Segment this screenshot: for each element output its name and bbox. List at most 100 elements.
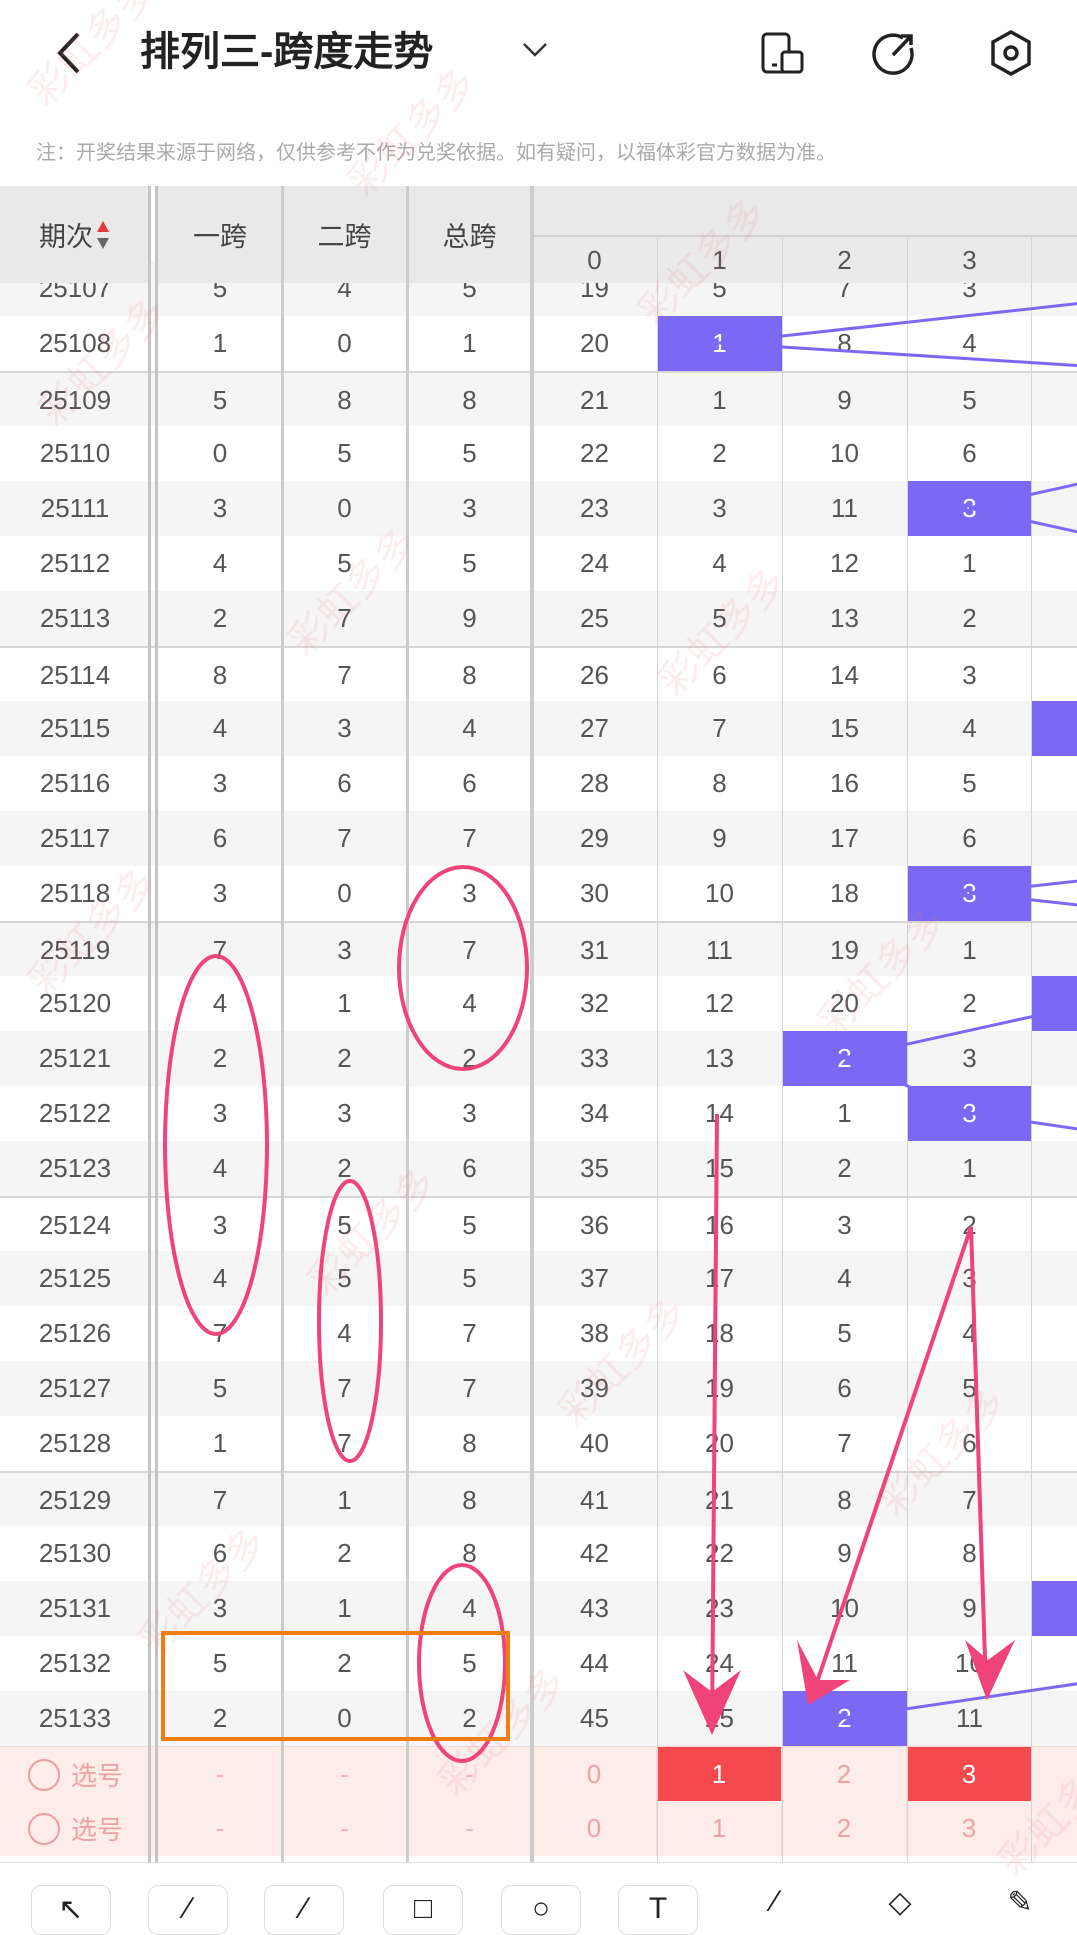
title-dropdown-button[interactable] (520, 34, 550, 64)
digit-cell: 16 (705, 1210, 734, 1240)
digit-cell: 2 (782, 1691, 907, 1746)
digit-cell: 2 (712, 438, 727, 468)
table-row[interactable]: 25126 7 4 7 38 18 5 4 (0, 1306, 1077, 1361)
eraser-tool-button[interactable]: ◇ (870, 1885, 930, 1925)
period-header[interactable]: 期次 (0, 186, 150, 283)
layout-button[interactable] (760, 30, 806, 76)
digit-cell: 22 (705, 1538, 734, 1568)
select-digit[interactable]: 0 (532, 1801, 657, 1856)
digit-cell: 4 (712, 548, 727, 578)
span2-cell: 1 (337, 988, 352, 1018)
line-tool-button[interactable]: ∕ (148, 1885, 228, 1935)
total-span-cell: 3 (462, 1098, 477, 1128)
select-label[interactable]: 选号 (0, 1801, 150, 1856)
curve-tool-button[interactable]: ∕ (264, 1885, 344, 1935)
span2-cell: 5 (337, 1263, 352, 1293)
table-row[interactable]: 25123 4 2 6 35 15 2 1 (0, 1141, 1077, 1196)
digit-cell: 3 (962, 660, 977, 690)
settings-button[interactable] (988, 29, 1034, 77)
digit-cell: 3 (837, 1210, 852, 1240)
table-row[interactable]: 25124 3 5 5 36 16 3 2 (0, 1196, 1077, 1251)
span1-cell: 2 (212, 603, 228, 633)
page-title[interactable]: 排列三-跨度走势 (140, 30, 434, 74)
span1-cell: 3 (212, 768, 228, 798)
share-button[interactable] (871, 30, 917, 76)
pen-tool-button[interactable]: ∕ (745, 1885, 805, 1925)
span2-cell: 4 (337, 1318, 352, 1348)
table-row[interactable]: 25117 6 7 7 29 9 17 6 (0, 811, 1077, 866)
digit-cell: 1 (712, 385, 727, 415)
table-row[interactable]: 25113 2 7 9 25 5 13 2 (0, 591, 1077, 646)
table-row[interactable]: 25115 4 3 4 27 7 15 4 (0, 701, 1077, 756)
period-cell: 25117 (39, 823, 111, 853)
digit-cell: 1 (962, 548, 977, 578)
select-digit[interactable]: 2 (782, 1747, 907, 1802)
select-digit[interactable]: 2 (782, 1801, 907, 1856)
digit-header-0: 0 (532, 235, 657, 283)
select-row[interactable]: 选号 - - -0 1 2 3 (0, 1801, 1077, 1856)
digit-cell: 3 (712, 493, 727, 523)
total-span-cell: 8 (462, 1485, 477, 1515)
circle-tool-button[interactable]: ○ (501, 1885, 581, 1935)
table-row[interactable]: 25118 3 0 3 30 10 18 3 (0, 866, 1077, 921)
period-cell: 25112 (39, 548, 111, 578)
arrow-tool-button[interactable]: ↖ (31, 1885, 111, 1935)
table-row[interactable]: 25129 7 1 8 41 21 8 7 (0, 1471, 1077, 1526)
table-row[interactable]: 25114 8 7 8 26 6 14 3 (0, 646, 1077, 701)
span1-cell: 4 (212, 713, 228, 743)
table-row[interactable]: 25119 7 3 7 31 11 19 1 (0, 921, 1077, 976)
radio-circle-icon[interactable] (27, 1758, 61, 1792)
digit-cell-highlight (1032, 1581, 1077, 1636)
span2-cell: 7 (337, 603, 352, 633)
total-span-cell: 5 (462, 1648, 477, 1678)
period-cell: 25124 (38, 1210, 112, 1240)
rectangle-tool-button[interactable]: □ (383, 1885, 463, 1935)
table-row[interactable]: 25122 3 3 3 34 14 1 3 (0, 1086, 1077, 1141)
period-cell: 25109 (38, 385, 112, 415)
table-row[interactable]: 25112 4 5 5 24 4 12 1 (0, 536, 1077, 591)
digit-cell: 9 (962, 1593, 977, 1623)
table-row[interactable]: 25130 6 2 8 42 22 9 8 (0, 1526, 1077, 1581)
arrow-tool-icon: ↖ (58, 1893, 84, 1926)
span2-cell: 5 (337, 548, 352, 578)
digit-cell: 39 (580, 1373, 609, 1403)
span1-header: 一跨 (158, 186, 282, 283)
divider (148, 186, 151, 1862)
back-button[interactable] (50, 28, 90, 78)
select-dash: - (465, 1813, 474, 1843)
table-row[interactable]: 251332024525211 (0, 1691, 1077, 1746)
digit-cell: 11 (956, 1703, 983, 1733)
span1-cell: 3 (212, 493, 228, 523)
trend-table[interactable]: 25107 5 4 5 19 5 7 3 25108 1 0 1 20 1 8 4 25109 5 8 8 21 1 9 5 2… (0, 186, 1077, 1862)
digit-cell: 20 (705, 1428, 734, 1458)
span1-cell: 5 (212, 385, 228, 415)
table-row[interactable]: 25120 4 1 4 32 12 20 2 (0, 976, 1077, 1031)
table-row[interactable]: 25110 0 5 5 22 2 10 6 (0, 426, 1077, 481)
table-row[interactable]: 25127 5 7 7 39 19 6 5 (0, 1361, 1077, 1416)
annotation-box (161, 1631, 510, 1741)
select-digit[interactable]: 0 (532, 1747, 657, 1802)
total-span-cell: 8 (462, 385, 477, 415)
select-row[interactable]: 选号 - - -0 1 2 3 (0, 1746, 1077, 1802)
table-row[interactable]: 25108 1 0 1 20 1 8 4 (0, 316, 1077, 371)
digit-cell: 6 (962, 823, 977, 853)
digit-cell: 12 (705, 988, 734, 1018)
table-row[interactable]: 25121 2 2 2 33 13 2 3 (0, 1031, 1077, 1086)
digit-cell: 17 (705, 1263, 734, 1293)
digit-cell: 11 (831, 1648, 858, 1678)
clear-tool-button[interactable]: ✎ (990, 1885, 1050, 1925)
select-digit[interactable]: 1 (657, 1801, 782, 1856)
total-span-cell: 5 (462, 1210, 477, 1240)
text-tool-button[interactable]: T (618, 1885, 698, 1935)
digit-cell: 1 (837, 1098, 852, 1128)
span2-cell: 0 (337, 1703, 352, 1733)
table-row[interactable]: 25111 3 0 3 23 3 11 3 (0, 481, 1077, 536)
select-digit[interactable]: 1 (657, 1747, 782, 1802)
digit-cell: 5 (962, 385, 977, 415)
radio-circle-icon[interactable] (27, 1812, 61, 1846)
table-row[interactable]: 25109 5 8 8 21 1 9 5 (0, 371, 1077, 426)
settings-icon (991, 29, 1031, 77)
select-label[interactable]: 选号 (0, 1747, 150, 1802)
table-row[interactable]: 25116 3 6 6 28 8 16 5 (0, 756, 1077, 811)
digit-cell: 5 (962, 768, 977, 798)
